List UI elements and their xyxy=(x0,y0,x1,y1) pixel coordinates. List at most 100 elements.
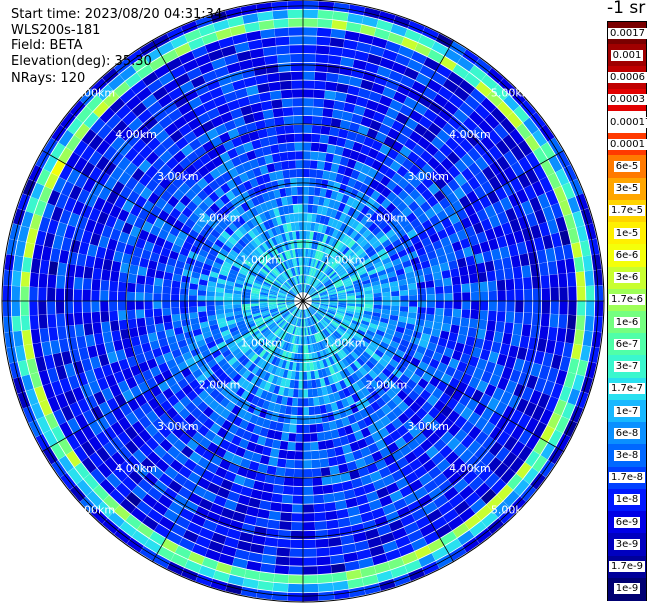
data-cell xyxy=(357,87,371,99)
data-cell xyxy=(58,129,74,147)
data-cell xyxy=(448,259,459,270)
data-cell xyxy=(241,297,250,301)
data-cell xyxy=(95,343,107,356)
data-cell xyxy=(17,391,31,409)
data-cell xyxy=(188,301,197,307)
data-cell xyxy=(298,257,302,266)
data-cell xyxy=(436,209,448,222)
data-cell xyxy=(289,306,297,313)
data-cell xyxy=(130,79,147,95)
data-cell xyxy=(398,316,408,323)
data-cell xyxy=(4,254,15,271)
data-cell xyxy=(356,212,365,223)
data-cell xyxy=(203,172,215,185)
data-cell xyxy=(316,271,322,279)
data-cell xyxy=(211,266,221,274)
data-cell xyxy=(111,330,122,342)
data-cell xyxy=(262,482,274,493)
data-cell xyxy=(308,335,313,344)
data-cell xyxy=(197,306,207,313)
data-cell xyxy=(310,335,315,344)
data-cell xyxy=(428,170,441,183)
data-cell xyxy=(488,238,499,251)
data-cell xyxy=(329,465,340,476)
data-cell xyxy=(268,293,278,297)
data-cell xyxy=(103,441,118,457)
data-cell xyxy=(404,521,420,535)
data-cell xyxy=(335,500,348,511)
data-cell xyxy=(312,107,324,117)
data-cell xyxy=(303,583,319,593)
data-cell xyxy=(66,450,81,468)
data-cell xyxy=(360,339,370,348)
data-cell xyxy=(322,108,334,118)
data-cell xyxy=(261,242,270,251)
data-cell xyxy=(458,393,471,407)
data-cell xyxy=(206,310,216,317)
data-cell xyxy=(67,117,83,135)
data-cell xyxy=(303,169,310,178)
data-cell xyxy=(319,359,325,369)
data-cell xyxy=(308,307,314,315)
data-cell xyxy=(192,431,205,444)
data-cell xyxy=(264,437,274,448)
data-cell xyxy=(295,442,303,451)
data-cell xyxy=(472,126,487,141)
data-cell xyxy=(353,334,362,343)
data-cell xyxy=(26,358,38,375)
data-cell xyxy=(74,173,89,189)
data-cell xyxy=(207,218,218,229)
data-cell xyxy=(47,301,56,315)
data-cell xyxy=(215,466,228,479)
data-cell xyxy=(146,377,158,390)
data-cell xyxy=(405,245,416,255)
data-cell xyxy=(332,109,344,120)
data-cell xyxy=(271,1,288,11)
data-cell xyxy=(445,365,456,377)
data-cell xyxy=(58,249,70,264)
data-cell xyxy=(101,321,111,333)
data-cell xyxy=(292,344,297,353)
data-cell xyxy=(153,64,171,79)
data-cell xyxy=(525,417,539,434)
data-cell xyxy=(158,71,175,86)
data-cell xyxy=(269,292,278,296)
data-cell xyxy=(52,234,64,250)
data-cell xyxy=(237,408,247,419)
data-cell xyxy=(81,128,97,145)
data-cell xyxy=(330,28,346,39)
data-cell xyxy=(294,344,299,354)
data-cell xyxy=(242,262,252,271)
data-cell xyxy=(279,188,287,198)
data-cell xyxy=(391,290,400,297)
data-cell xyxy=(214,524,230,536)
data-cell xyxy=(300,275,303,284)
data-cell xyxy=(571,242,582,258)
data-cell xyxy=(284,342,290,351)
data-cell xyxy=(185,235,196,245)
data-cell xyxy=(490,478,507,495)
data-cell xyxy=(363,286,373,292)
data-cell xyxy=(287,388,294,398)
data-cell xyxy=(250,375,259,385)
data-cell xyxy=(318,309,326,314)
data-cell xyxy=(297,309,301,318)
data-cell xyxy=(394,153,407,165)
data-cell xyxy=(193,353,204,363)
data-cell xyxy=(476,380,489,393)
data-cell xyxy=(255,119,267,130)
data-cell xyxy=(344,167,354,177)
data-cell xyxy=(353,161,364,172)
data-cell xyxy=(259,298,268,301)
data-cell xyxy=(182,59,199,73)
data-cell xyxy=(303,9,319,19)
data-cell xyxy=(411,537,428,551)
data-cell xyxy=(427,432,441,446)
data-cell xyxy=(379,446,392,458)
data-cell xyxy=(497,484,513,501)
data-cell xyxy=(264,55,278,65)
data-cell xyxy=(484,330,495,342)
data-cell xyxy=(331,228,339,238)
radial-lines xyxy=(2,0,604,602)
data-cell xyxy=(336,287,345,292)
